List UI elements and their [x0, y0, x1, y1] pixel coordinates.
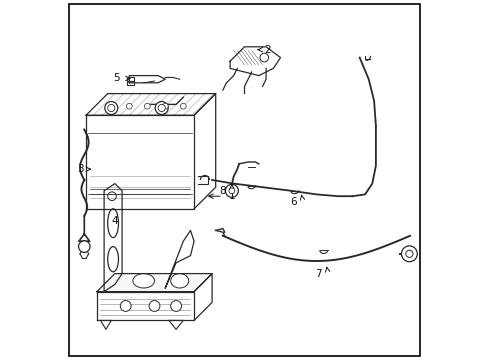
Circle shape — [162, 103, 168, 109]
Circle shape — [225, 184, 238, 197]
Text: 3: 3 — [77, 164, 84, 174]
Ellipse shape — [107, 209, 118, 238]
Circle shape — [158, 104, 165, 112]
Polygon shape — [97, 274, 212, 292]
Circle shape — [149, 301, 160, 311]
Circle shape — [144, 103, 150, 109]
Text: 7: 7 — [314, 269, 321, 279]
Circle shape — [405, 250, 412, 257]
Text: 6: 6 — [289, 197, 296, 207]
Ellipse shape — [170, 274, 188, 288]
Circle shape — [107, 104, 115, 112]
Circle shape — [104, 102, 118, 114]
Text: 8: 8 — [219, 186, 226, 196]
Bar — [127, 81, 134, 85]
Bar — [127, 77, 134, 81]
Circle shape — [107, 192, 116, 201]
Text: 2: 2 — [264, 45, 270, 55]
Text: 4: 4 — [111, 216, 118, 226]
Circle shape — [180, 103, 186, 109]
Circle shape — [228, 188, 234, 194]
Ellipse shape — [133, 274, 154, 288]
Ellipse shape — [107, 247, 118, 272]
Circle shape — [79, 241, 90, 252]
Text: 1: 1 — [228, 191, 235, 201]
Circle shape — [155, 102, 168, 114]
Circle shape — [401, 246, 416, 262]
Circle shape — [120, 301, 131, 311]
Circle shape — [126, 103, 132, 109]
Text: 5: 5 — [113, 73, 120, 84]
Circle shape — [170, 301, 181, 311]
Circle shape — [260, 53, 268, 62]
